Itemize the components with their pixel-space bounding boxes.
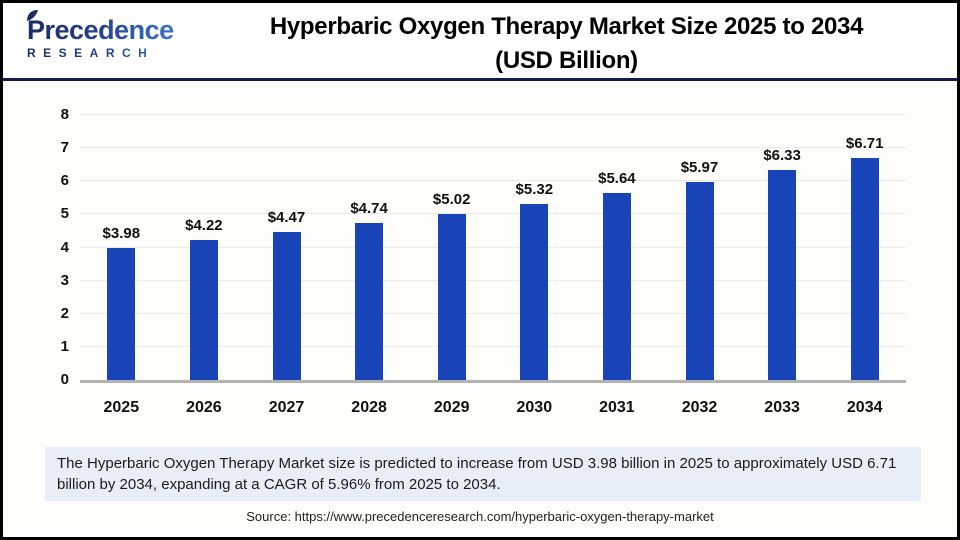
y-tick-label: 3 — [60, 271, 69, 289]
gridline — [80, 246, 906, 248]
bar-value-label: $4.22 — [185, 217, 223, 235]
gridline — [80, 312, 906, 314]
source-line: Source: https://www.precedenceresearch.c… — [246, 509, 714, 524]
bar-2033 — [768, 170, 797, 380]
logo-wordmark-text: Precedence — [27, 15, 174, 45]
gridline — [80, 147, 906, 149]
bar-value-label: $3.98 — [102, 225, 141, 243]
bar-2029 — [437, 213, 466, 380]
y-tick-label: 5 — [60, 205, 69, 223]
bar-2027 — [272, 231, 301, 380]
gridline — [80, 279, 906, 281]
logo-wordmark: Precedence — [27, 10, 187, 45]
y-axis-labels: 0 1 2 3 4 5 6 7 8 — [33, 106, 69, 388]
bar-2034 — [850, 157, 879, 380]
summary-note: The Hyperbaric Oxygen Therapy Market siz… — [45, 447, 921, 501]
y-tick-label: 8 — [60, 106, 69, 123]
bar-value-label: $6.33 — [763, 147, 801, 165]
bar-2026 — [189, 240, 218, 380]
gridline — [80, 114, 906, 115]
bar-value-label: $5.97 — [680, 159, 719, 177]
x-axis-labels: 2025 2026 2027 2028 2029 2030 2031 2032 2033 2034 — [80, 399, 906, 423]
gridline — [80, 180, 906, 182]
logo-subtext: RESEARCH — [27, 46, 187, 60]
chart-title-line2: (USD Billion) — [495, 47, 638, 74]
x-tick-label-2034: 2034 — [846, 399, 883, 416]
x-tick-label-2032: 2032 — [681, 399, 718, 416]
x-tick-label-2030: 2030 — [516, 399, 553, 416]
bar-value-label: $5.64 — [598, 170, 636, 188]
bar-2031 — [602, 193, 631, 380]
y-tick-label: 6 — [60, 172, 69, 190]
x-tick-label-2027: 2027 — [268, 399, 305, 416]
precedence-research-logo: Precedence RESEARCH — [27, 10, 187, 60]
y-tick-label: 7 — [60, 139, 69, 157]
bar-value-label: $4.47 — [267, 208, 306, 226]
bar-2032 — [685, 182, 714, 380]
y-tick-label: 1 — [60, 337, 69, 355]
bar-value-label: $4.74 — [350, 200, 388, 217]
bar-2025 — [107, 248, 136, 380]
summary-note-text: The Hyperbaric Oxygen Therapy Market siz… — [57, 455, 897, 493]
bar-value-label: $5.02 — [432, 190, 471, 208]
x-tick-label-2025: 2025 — [103, 399, 140, 416]
gridline — [80, 345, 906, 347]
plot-area: $3.98 $4.22 $4.47 $4.74 $5.02 $5.32 $5.64 $5.97… — [80, 114, 906, 383]
chart-title: Hyperbaric Oxygen Therapy Market Size 20… — [188, 10, 945, 78]
bar-2030 — [520, 203, 549, 380]
bar-2028 — [355, 223, 384, 380]
x-tick-label-2026: 2026 — [186, 399, 222, 416]
bar-value-label: $5.32 — [515, 180, 554, 198]
leaf-icon — [27, 10, 38, 21]
chart-title-line1: Hyperbaric Oxygen Therapy Market Size 20… — [269, 13, 864, 40]
y-tick-label: 4 — [60, 238, 69, 256]
x-tick-label-2031: 2031 — [599, 399, 635, 416]
gridline — [80, 213, 906, 215]
y-tick-label: 0 — [60, 371, 69, 388]
x-tick-label-2033: 2033 — [764, 399, 800, 416]
y-tick-label: 2 — [60, 304, 69, 322]
header: Precedence RESEARCH Hyperbaric Oxygen Th… — [3, 3, 957, 81]
x-tick-label-2028: 2028 — [351, 399, 387, 416]
bar-value-label: $6.71 — [845, 134, 884, 152]
x-tick-label-2029: 2029 — [433, 399, 470, 416]
